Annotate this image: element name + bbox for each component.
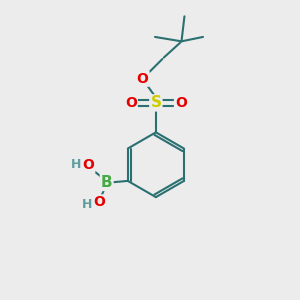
Text: O: O	[93, 195, 105, 209]
Text: O: O	[137, 72, 148, 86]
Text: B: B	[101, 175, 112, 190]
Text: O: O	[82, 158, 94, 172]
Text: H: H	[71, 158, 81, 171]
Text: H: H	[82, 198, 92, 211]
Text: O: O	[175, 96, 187, 110]
Text: S: S	[150, 95, 161, 110]
Text: O: O	[125, 96, 137, 110]
